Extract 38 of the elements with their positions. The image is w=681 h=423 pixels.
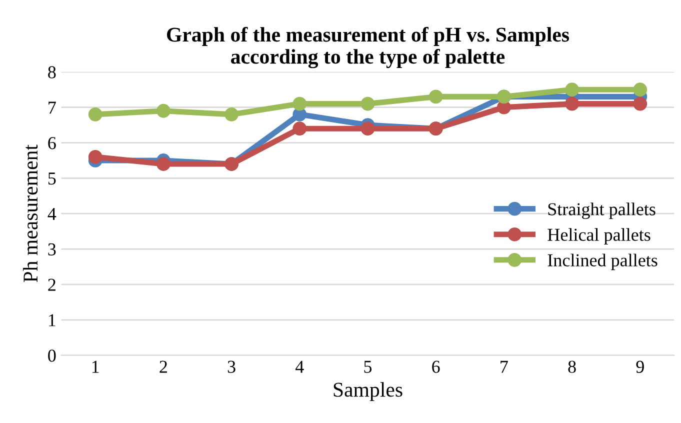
point <box>224 107 238 122</box>
y-tick-label: 5 <box>48 172 56 185</box>
point <box>428 90 443 104</box>
x-tick-label: 9 <box>636 360 644 373</box>
x-tick-label: 2 <box>160 360 167 373</box>
chart-title: Graph of the measurement of pH vs. Samples according to the type of palette <box>166 26 570 68</box>
y-tick-label: 4 <box>48 208 56 220</box>
legend-label: Helical pallets <box>548 228 650 245</box>
legend-label: Inclined pallets <box>548 254 658 270</box>
point <box>156 104 170 118</box>
y-tick-label: 6 <box>48 137 56 150</box>
point <box>88 107 102 122</box>
point <box>633 82 648 97</box>
x-tick-label: 3 <box>228 360 236 373</box>
x-tick-label: 8 <box>568 360 576 373</box>
point <box>88 150 102 164</box>
point <box>156 157 170 171</box>
point <box>565 82 579 97</box>
y-axis-title: Ph measurement <box>22 144 38 282</box>
legend-label: Straight pallets <box>548 202 656 220</box>
y-tick-label: 8 <box>48 66 56 78</box>
y-tick-label: 1 <box>48 314 56 326</box>
y-tick-label: 2 <box>48 278 56 291</box>
point <box>292 96 307 111</box>
x-tick-label: 1 <box>92 360 99 373</box>
x-tick-label: 7 <box>500 360 508 373</box>
x-tick-label: 4 <box>295 360 304 373</box>
point <box>633 96 648 111</box>
point <box>292 122 307 136</box>
y-tick-label: 7 <box>48 102 56 114</box>
point <box>565 96 579 111</box>
x-tick-label: 5 <box>364 360 372 373</box>
point <box>360 96 375 111</box>
x-tick-label: 6 <box>432 360 440 373</box>
point <box>360 122 375 136</box>
x-axis-title: Samples <box>334 382 402 402</box>
y-tick-label: 3 <box>48 243 56 256</box>
y-tick-label: 0 <box>48 350 56 362</box>
